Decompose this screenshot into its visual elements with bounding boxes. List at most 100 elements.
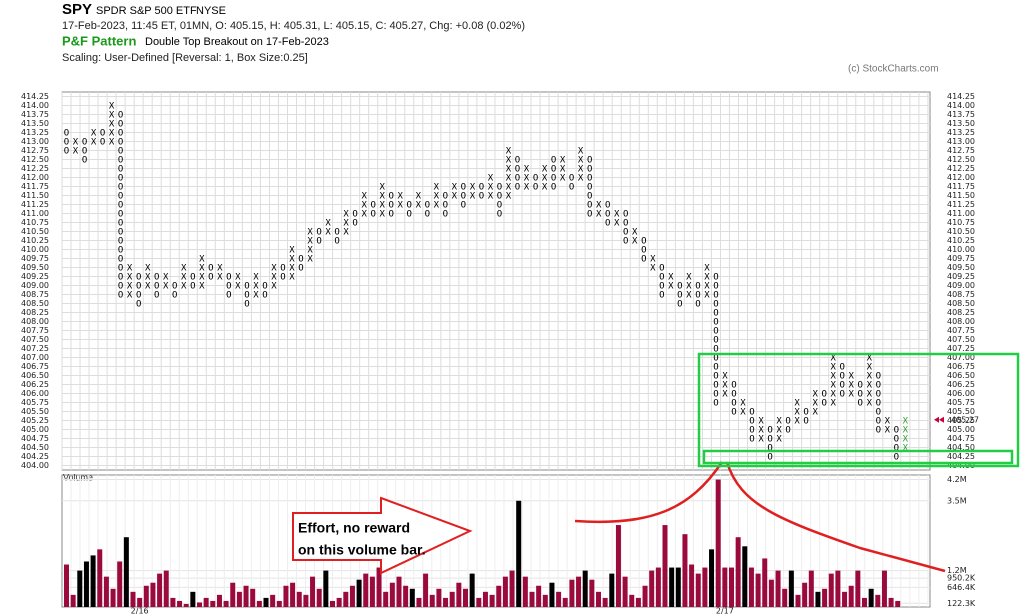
pnf-box: X [434, 192, 440, 202]
pnf-column: XXX [434, 183, 440, 211]
pnf-box: O [713, 345, 718, 355]
pnf-box: X [181, 264, 187, 274]
volume-bar [143, 585, 149, 607]
pnf-box: O [713, 318, 718, 328]
y-tick-label-right: 410.75 [947, 218, 975, 227]
pnf-box: O [876, 417, 881, 427]
pnf-box: X [109, 120, 115, 130]
pnf-box: O [731, 399, 736, 409]
y-tick-label: 404.50 [21, 443, 49, 452]
pnf-box: X [271, 273, 277, 283]
volume-bar [416, 597, 422, 607]
pnf-box: X [434, 183, 440, 193]
pnf-box: X [849, 381, 855, 391]
volume-bar [250, 588, 256, 607]
pnf-box: O [118, 120, 123, 130]
volume-title: Volume [63, 472, 93, 482]
annotation-text: Effort, no reward [298, 520, 410, 536]
volume-bar [748, 567, 754, 607]
pnf-column: OO [280, 264, 285, 283]
exchange: NYSE [196, 5, 226, 17]
y-tick-label-right: 409.75 [947, 254, 975, 263]
pnf-box: X [686, 282, 692, 292]
pnf-box: O [64, 147, 69, 157]
pnf-box: X [830, 372, 836, 382]
pnf-box: O [298, 264, 303, 274]
pnf-box: O [641, 255, 646, 265]
volume-bar [602, 597, 608, 607]
volume-bar [203, 597, 209, 607]
pnf-box: O [677, 291, 682, 301]
pnf-box: O [731, 381, 736, 391]
pnf-column: XX [596, 201, 602, 220]
pnf-box: O [461, 183, 466, 193]
pnf-box: O [569, 174, 574, 184]
pnf-box: O [334, 237, 339, 247]
pnf-box: O [587, 210, 592, 220]
pnf-column: OOO [389, 192, 394, 220]
pnf-box: O [479, 183, 484, 193]
pnf-box: O [677, 300, 682, 310]
pnf-box: O [352, 210, 357, 220]
pnf-column: XX [668, 273, 674, 292]
pnf-box: O [425, 201, 430, 211]
pnf-box: X [903, 426, 909, 436]
pnf-box: O [623, 228, 628, 238]
volume-bar [303, 594, 309, 607]
pnf-box: X [307, 228, 313, 238]
y-tick-label: 413.00 [21, 137, 49, 146]
pnf-column: XX [163, 273, 169, 292]
pnf-box: O [497, 201, 502, 211]
pnf-box: X [181, 282, 187, 292]
pnf-column: OO [334, 228, 339, 247]
pnf-box: O [659, 273, 664, 283]
pnf-box: O [352, 219, 357, 229]
pnf-box: O [262, 291, 267, 301]
pnf-box: X [488, 174, 494, 184]
pnf-box: O [154, 291, 159, 301]
pnf-column: XXX [560, 156, 566, 184]
pnf-box: O [172, 291, 177, 301]
pnf-box: O [118, 291, 123, 301]
y-tick-label-right: 406.50 [947, 371, 975, 380]
pnf-box: X [307, 255, 313, 265]
pnf-box: X [470, 192, 476, 202]
volume-bar [855, 570, 861, 607]
volume-bar [197, 602, 202, 607]
pnf-box: O [840, 363, 845, 373]
y-tick-label: 404.75 [21, 434, 49, 443]
pnf-column: OOO [641, 237, 646, 265]
pnf-box: X [452, 183, 458, 193]
pattern-label: P&F Pattern [62, 33, 136, 48]
pnf-column: OOO [677, 282, 682, 310]
pnf-column: OO [262, 282, 267, 301]
pnf-box: X [235, 282, 241, 292]
volume-bar [456, 582, 462, 607]
y-tick-label-right: 408.00 [947, 317, 975, 326]
pnf-box: O [587, 165, 592, 175]
pnf-box: O [767, 435, 772, 445]
pnf-box: O [858, 399, 863, 409]
pnf-box: O [840, 390, 845, 400]
pnf-box: X [470, 183, 476, 193]
pnf-box: X [109, 129, 115, 139]
y-tick-label: 412.00 [21, 173, 49, 182]
pnf-box: X [289, 255, 295, 265]
pnf-column: OO [100, 129, 105, 148]
y-tick-label-right: 409.50 [947, 263, 975, 272]
y-tick-label-right: 411.00 [947, 209, 975, 218]
pnf-box: X [830, 381, 836, 391]
pnf-box: X [127, 273, 133, 283]
volume-bar [177, 600, 183, 607]
pnf-box: X [145, 282, 151, 292]
pnf-box: O [623, 210, 628, 220]
pnf-box: O [208, 273, 213, 283]
pnf-box: O [82, 147, 87, 157]
y-tick-label: 408.25 [21, 308, 49, 317]
